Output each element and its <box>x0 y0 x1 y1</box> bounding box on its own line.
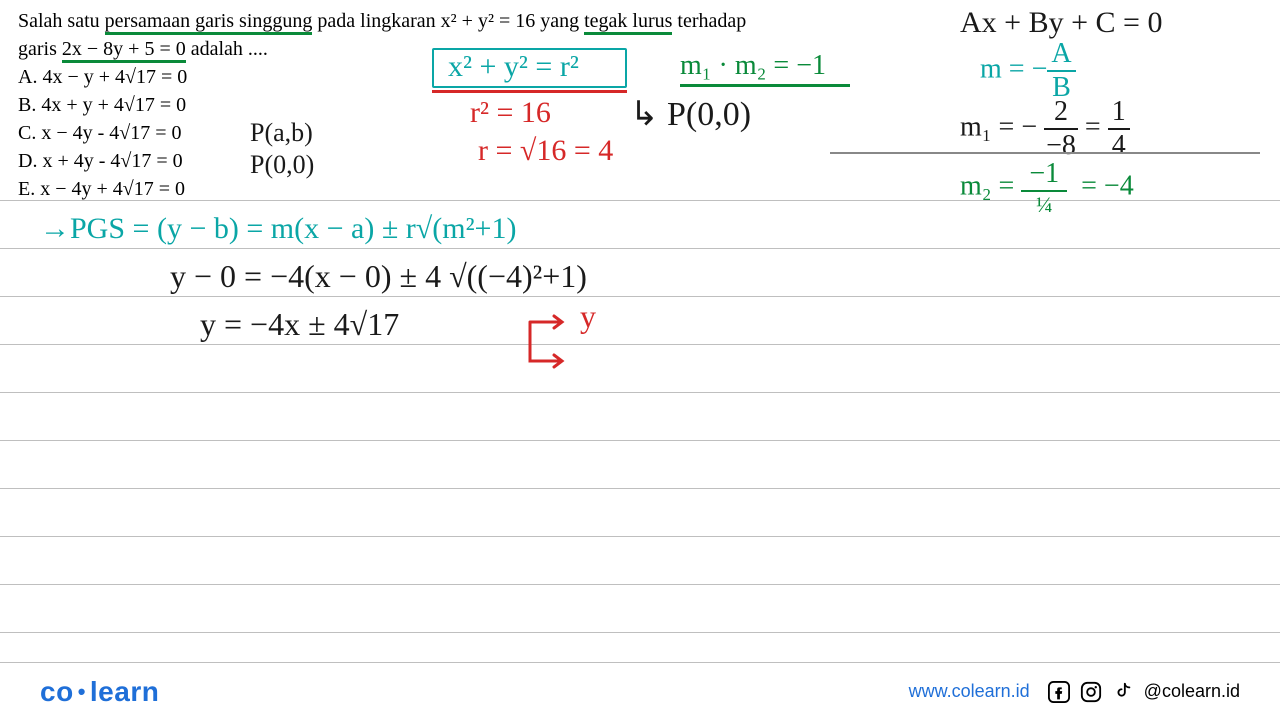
social-handle: @colearn.id <box>1144 681 1240 702</box>
line-general-form: Ax + By + C = 0 <box>960 6 1162 40</box>
brand-logo: co•learn <box>40 676 159 708</box>
option-a: A. 4x − y + 4√17 = 0 <box>18 66 187 89</box>
question-line1: Salah satu persamaan garis singgung pada… <box>18 10 746 33</box>
branch-arrow-icon <box>520 306 580 376</box>
instagram-icon[interactable] <box>1080 681 1102 703</box>
branch-y: y <box>580 298 596 335</box>
option-d: D. x + 4y - 4√17 = 0 <box>18 150 183 173</box>
footer-url[interactable]: www.colearn.id <box>909 681 1030 702</box>
perp-condition: m₁ · m₂ = −1 <box>680 50 826 82</box>
perp-underline <box>680 84 850 87</box>
pgs-formula: →PGS = (y − b) = m(x − a) ± r√(m²+1) <box>40 212 516 246</box>
m2-calc: m₂ = −1¼ = −4 <box>960 158 1134 218</box>
option-b: B. 4x + y + 4√17 = 0 <box>18 94 186 117</box>
question-line2: garis 2x − 8y + 5 = 0 adalah .... <box>18 38 268 61</box>
option-c: C. x − 4y - 4√17 = 0 <box>18 122 182 145</box>
substitution-1: y − 0 = −4(x − 0) ± 4 √((−4)²+1) <box>170 258 587 295</box>
footer: co•learn www.colearn.id @colearn.id <box>0 662 1280 720</box>
r-squared: r² = 16 <box>470 96 551 130</box>
divider-right <box>830 152 1260 154</box>
circle-eq: x² + y² = r² <box>448 50 579 84</box>
substitution-2: y = −4x ± 4√17 <box>200 306 399 343</box>
option-e: E. x − 4y + 4√17 = 0 <box>18 178 185 201</box>
social-icons: @colearn.id <box>1048 681 1240 703</box>
facebook-icon[interactable] <box>1048 681 1070 703</box>
tiktok-icon[interactable] <box>1112 681 1134 703</box>
center-point: ↳ P(0,0) <box>630 94 751 134</box>
p-00: P(0,0) <box>250 150 314 180</box>
slope-form: m = −AB <box>980 38 1076 104</box>
p-ab: P(a,b) <box>250 118 313 148</box>
underline-box <box>432 90 627 93</box>
r-value: r = √16 = 4 <box>478 134 613 168</box>
